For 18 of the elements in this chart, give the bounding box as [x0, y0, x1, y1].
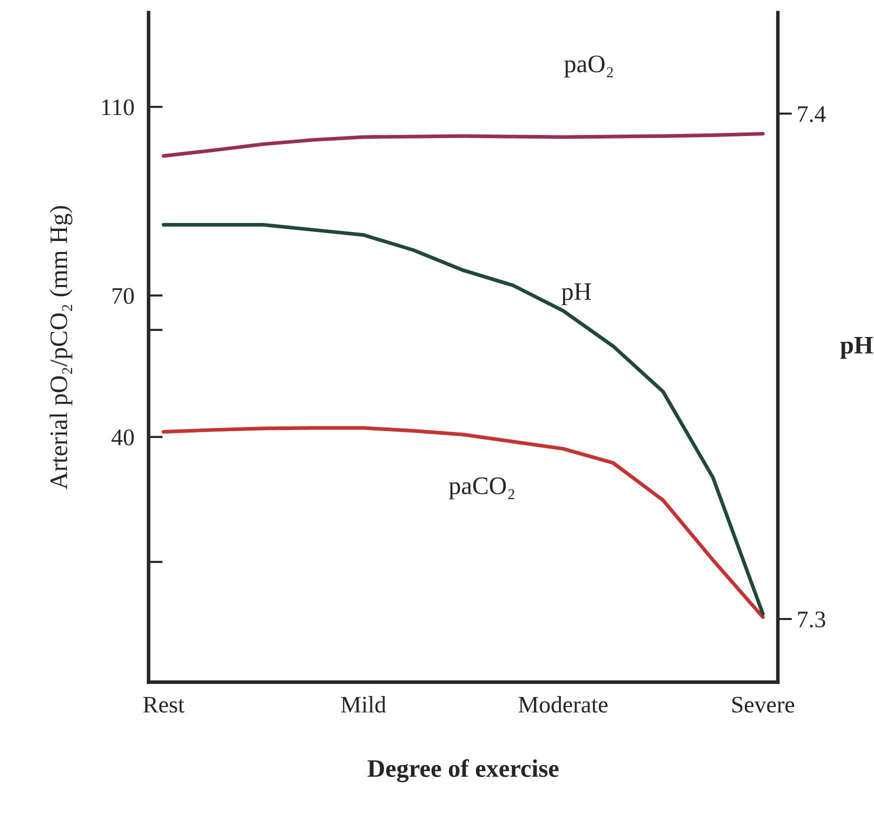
y-tick-label: 110: [102, 99, 134, 116]
y2-tick-label: 7.4: [798, 106, 826, 122]
annotation: pH: [562, 283, 592, 306]
annotation: paO₂: [564, 56, 613, 78]
y-tick-label: 70: [112, 288, 134, 304]
line-series: [162, 223, 765, 616]
y-tick-label: 40: [112, 429, 134, 446]
x-axis-title: Degree of exercise: [368, 759, 559, 782]
x-tick-label: Mild: [341, 696, 386, 713]
y-axis-title: Arterial pO₂/pCO₂ (mm Hg): [50, 206, 72, 490]
line-series: [162, 426, 765, 619]
annotation: paCO₂: [448, 477, 514, 500]
x-tick-label: Moderate: [518, 696, 608, 713]
line-series: [162, 132, 765, 158]
y2-tick-label: 7.3: [798, 612, 826, 628]
x-tick-label: Rest: [143, 696, 184, 713]
y2-axis-title: pH: [840, 336, 873, 359]
x-tick-label: Severe: [732, 696, 794, 713]
